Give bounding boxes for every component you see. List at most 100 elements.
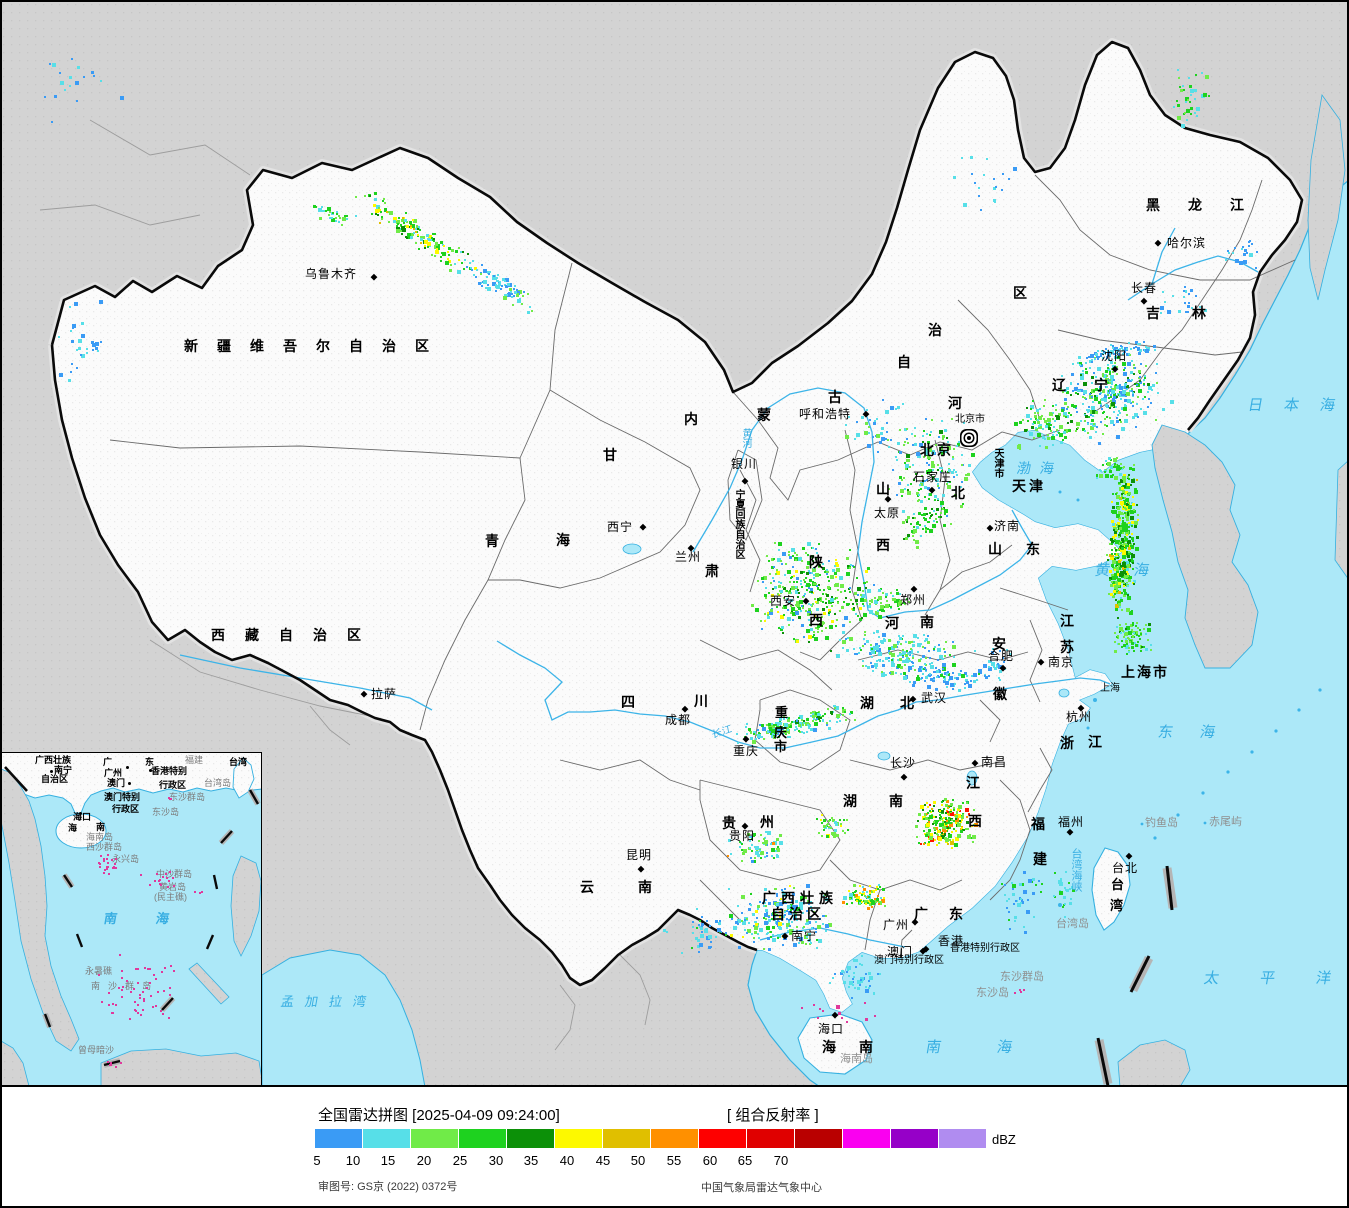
inset-islet-mark <box>154 880 156 882</box>
echo-pixel <box>329 217 331 219</box>
echo-pixel <box>1084 420 1086 422</box>
echo-pixel <box>1108 397 1110 399</box>
inset-islet-mark <box>107 862 109 864</box>
echo-pixel <box>460 251 462 253</box>
echo-pixel <box>1112 398 1115 401</box>
city-marker: ◆ <box>687 542 695 553</box>
inset-islet-mark <box>103 872 105 874</box>
map-title: 全国雷达拼图 [2025-04-09 09:24:00] <box>318 1107 560 1124</box>
province-label: 肃 <box>705 563 719 579</box>
city-marker: ◆ <box>1066 826 1074 837</box>
echo-pixel <box>476 269 478 271</box>
echo-pixel <box>1196 107 1200 111</box>
echo-pixel <box>1101 408 1103 410</box>
echo-pixel <box>1089 367 1091 369</box>
echo-pixel <box>1113 393 1116 396</box>
echo-pixel <box>1061 375 1063 377</box>
echo-pixel <box>503 296 507 300</box>
colorbar-tick: 40 <box>559 1153 575 1168</box>
echo-pixel <box>355 215 357 217</box>
echo-pixel <box>442 252 446 256</box>
inset-islet-mark <box>157 991 159 993</box>
city-marker: ◆ <box>1140 295 1148 306</box>
echo-pixel <box>91 341 94 344</box>
inset-island-label: 海南岛 <box>86 832 114 842</box>
echo-pixel <box>1205 75 1209 79</box>
echo-pixel <box>447 251 449 253</box>
province-label: 山 <box>988 541 1002 557</box>
echo-pixel <box>384 208 387 211</box>
echo-pixel <box>1139 376 1141 378</box>
echo-pixel <box>1082 396 1084 398</box>
echo-pixel <box>1087 411 1089 413</box>
inset-islet-mark <box>155 1005 157 1007</box>
island-label: 台湾岛 <box>1056 918 1089 930</box>
echo-pixel <box>1201 72 1203 74</box>
echo-pixel <box>378 209 381 212</box>
echo-pixel <box>1062 391 1064 393</box>
inset-islet-mark <box>194 891 196 893</box>
echo-pixel <box>1108 392 1110 394</box>
echo-pixel <box>508 283 512 287</box>
inset-islet-mark <box>121 977 123 979</box>
echo-pixel <box>1144 375 1146 377</box>
echo-pixel <box>1072 390 1074 392</box>
echo-pixel <box>480 273 482 275</box>
echo-pixel <box>433 240 435 242</box>
colorbar-segment <box>747 1129 795 1148</box>
echo-pixel <box>1085 368 1087 370</box>
inset-islet-mark <box>165 873 167 875</box>
province-label: 海 <box>822 1039 836 1055</box>
inset-islet-mark <box>112 1003 114 1005</box>
echo-pixel <box>1066 391 1069 394</box>
province-label: 新疆维吾尔自治区 <box>184 338 448 354</box>
echo-pixel <box>412 219 414 221</box>
echo-pixel <box>426 234 429 237</box>
echo-pixel <box>1183 89 1185 91</box>
province-label: 辽宁 <box>1052 377 1136 393</box>
echo-pixel <box>402 228 406 232</box>
echo-pixel <box>448 254 450 256</box>
inset-place-label: 香港特别 <box>151 766 188 776</box>
south-china-sea-inset-map: 广西壮族 自治区 南宁广东广州 福建 台湾 香港特别 行政区 澳门 澳门特别 行政区 台湾岛 东沙群岛… <box>0 752 262 1087</box>
echo-pixel <box>438 244 440 246</box>
echo-pixel <box>70 371 72 373</box>
inset-basemap <box>1 753 261 1086</box>
echo-pixel <box>1132 416 1135 419</box>
province-label: 蒙 <box>757 407 771 423</box>
city-marker: ◆ <box>919 945 927 956</box>
colorbar-tick: 25 <box>452 1153 468 1168</box>
echo-pixel <box>1102 433 1104 435</box>
echo-pixel <box>321 206 323 208</box>
echo-pixel <box>405 212 407 214</box>
inset-islet-mark <box>173 970 175 972</box>
echo-pixel <box>319 217 322 220</box>
city-label: 南京 <box>1048 655 1075 669</box>
echo-pixel <box>355 196 357 198</box>
echo-pixel <box>505 285 508 288</box>
echo-pixel <box>1118 410 1120 412</box>
echo-pixel <box>402 217 404 219</box>
echo-pixel <box>413 232 415 234</box>
echo-pixel <box>1076 411 1078 413</box>
echo-pixel <box>1116 417 1118 419</box>
city-marker: ◆ <box>884 493 892 504</box>
city-label: 西宁 <box>607 520 634 534</box>
city-label: 海口 <box>818 1022 845 1036</box>
echo-pixel <box>403 217 405 219</box>
echo-pixel <box>1105 404 1108 407</box>
echo-pixel <box>1075 392 1077 394</box>
inset-islet-mark <box>173 885 175 887</box>
admin-label: 北京市 <box>955 414 985 425</box>
colorbar-segment <box>843 1129 891 1148</box>
city-label: 石家庄 <box>913 470 953 484</box>
echo-pixel <box>1100 403 1102 405</box>
inset-islet-mark <box>160 1010 162 1012</box>
city-label: 澳门 <box>887 945 914 959</box>
inset-islet-mark <box>149 982 151 984</box>
inset-islet-mark <box>161 971 163 973</box>
echo-pixel <box>1110 396 1112 398</box>
echo-pixel <box>71 340 74 343</box>
echo-pixel <box>1083 393 1085 395</box>
echo-pixel <box>416 231 418 233</box>
